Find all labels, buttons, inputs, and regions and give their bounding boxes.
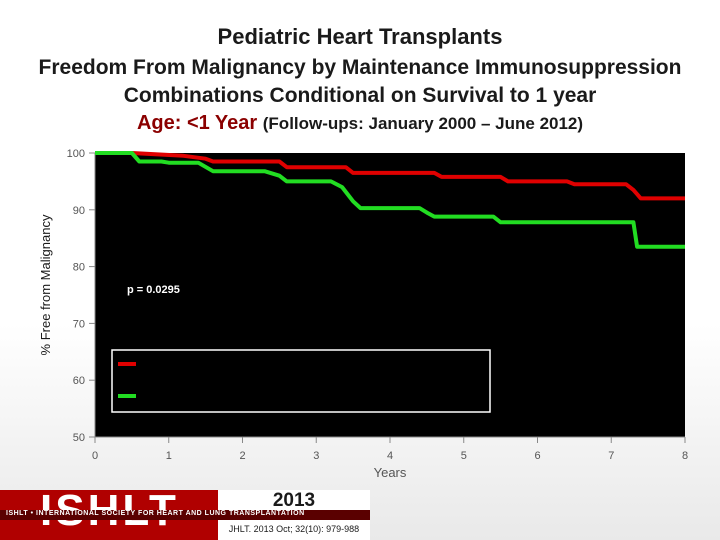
y-tick-label: 60 <box>73 375 85 387</box>
x-tick-label: 6 <box>534 450 540 462</box>
y-tick-label: 90 <box>73 205 85 217</box>
y-tick-label: 100 <box>67 148 85 160</box>
footer-year: 2013 <box>218 490 370 511</box>
series-line-1 <box>95 151 685 201</box>
x-tick-label: 7 <box>608 450 614 462</box>
x-tick-label: 1 <box>166 450 172 462</box>
ishlt-org-name: ISHLT • INTERNATIONAL SOCIETY FOR HEART … <box>6 510 305 517</box>
age-label: Age: <1 Year <box>136 112 258 134</box>
x-tick-label: 3 <box>313 450 319 462</box>
y-axis-label: % Free from Malignancy <box>38 214 53 355</box>
footer-citation: JHLT. 2013 Oct; 32(10): 979-988 <box>218 520 370 540</box>
slide-subtitle-line2: Combinations Conditional on Survival to … <box>123 84 597 107</box>
slide-title: Pediatric Heart Transplants <box>217 24 503 49</box>
x-axis-label: Years <box>374 465 407 480</box>
legend-box <box>111 349 491 413</box>
followup-label: (Follow-ups: January 2000 – June 2012) <box>262 114 584 133</box>
p-value-annotation: p = 0.0295 <box>127 284 180 296</box>
y-tick-label: 50 <box>73 432 85 444</box>
y-tick-label: 80 <box>73 262 85 274</box>
series-line-2 <box>95 151 685 249</box>
x-tick-label: 5 <box>461 450 467 462</box>
ishlt-name-strip: ISHLT • INTERNATIONAL SOCIETY FOR HEART … <box>0 510 370 520</box>
x-tick-label: 0 <box>92 450 98 462</box>
y-tick-label: 70 <box>73 318 85 330</box>
x-tick-label: 2 <box>239 450 245 462</box>
age-followup-line: Age: <1 Year (Follow-ups: January 2000 –… <box>0 112 720 135</box>
survival-chart: 50 60 70 80 90 100 0 1 2 3 4 5 6 7 8 Years % Free from M… <box>38 148 688 480</box>
x-tick-label: 8 <box>682 450 688 462</box>
slide-subtitle-line1: Freedom From Malignancy by Maintenance I… <box>38 56 682 79</box>
x-tick-label: 4 <box>387 450 393 462</box>
